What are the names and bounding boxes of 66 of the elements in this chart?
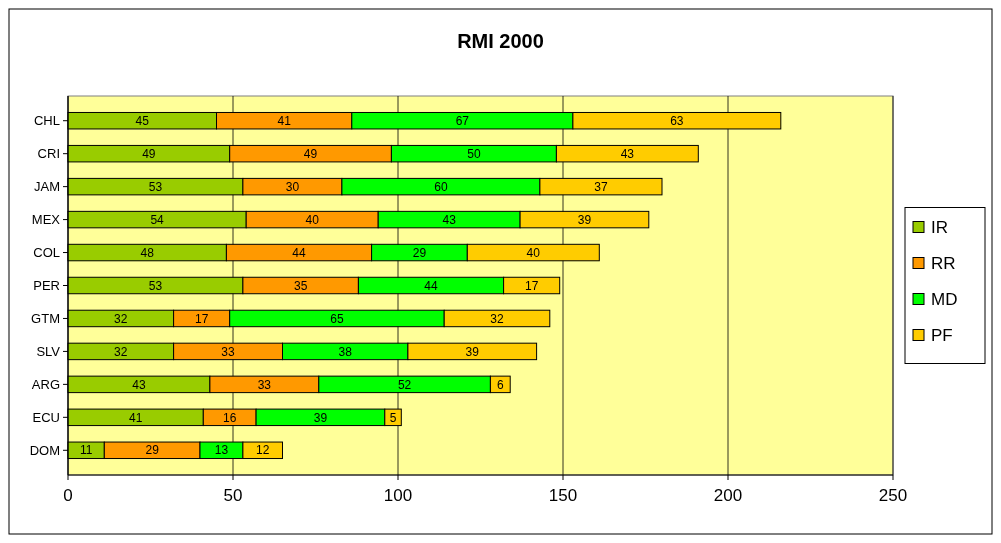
data-label: 48 [140,245,155,260]
data-label: 50 [467,146,481,161]
legend-label: PF [931,326,953,346]
y-tick-label: JAM [34,179,60,195]
data-label: 65 [330,311,344,326]
x-tick-label: 0 [63,486,73,505]
data-label: 43 [442,212,457,227]
data-label: 17 [194,311,209,326]
data-label: 33 [221,344,236,359]
data-label: 49 [142,146,156,161]
data-label: 29 [412,245,427,260]
y-tick-label: MEX [31,212,61,228]
data-label: 13 [214,443,229,458]
data-label: 17 [524,278,539,293]
data-label: 44 [424,278,438,293]
data-label: 11 [79,443,93,458]
data-label: 16 [223,410,237,425]
x-tick-label: 100 [383,486,413,505]
data-label: 29 [145,443,160,458]
data-label: 52 [397,377,412,392]
data-label: 43 [620,146,635,161]
data-label: 40 [305,212,320,227]
data-label: 53 [148,278,163,293]
data-label: 60 [434,179,448,194]
data-label: 44 [292,245,306,260]
chart-title: RMI 2000 [457,30,544,52]
data-label: 67 [455,113,470,128]
data-label: 6 [496,377,504,392]
data-label: 41 [128,410,143,425]
y-tick-label: GTM [31,311,60,327]
data-label: 43 [132,377,146,392]
data-label: 39 [465,344,480,359]
data-label: 38 [338,344,353,359]
data-label: 39 [577,212,592,227]
legend-label: MD [931,290,958,310]
data-label: 63 [670,113,684,128]
y-tick-label: ARG [31,376,60,392]
y-tick-label: ECU [32,409,60,425]
data-label: 41 [277,113,292,128]
y-tick-label: DOM [29,442,60,458]
x-tick-label: 50 [223,486,243,505]
data-label: 32 [490,311,504,326]
legend-label: IR [931,218,948,238]
data-label: 35 [293,278,308,293]
x-tick-label: 150 [548,486,578,505]
data-label: 40 [526,245,541,260]
data-label: 39 [313,410,328,425]
data-label: 37 [594,179,608,194]
x-tick-label: 200 [713,486,743,505]
data-label: 5 [389,410,397,425]
y-tick-label: COL [33,245,60,261]
data-label: 33 [257,377,272,392]
data-label: 30 [285,179,300,194]
data-label: 53 [148,179,163,194]
x-tick-label: 250 [878,486,908,505]
data-label: 32 [114,311,128,326]
data-label: 45 [135,113,150,128]
y-tick-label: CRI [37,146,60,162]
data-label: 49 [303,146,318,161]
y-tick-label: CHL [33,113,60,129]
data-label: 32 [114,344,128,359]
legend-label: RR [931,254,956,274]
data-label: 54 [150,212,165,227]
y-tick-label: SLV [36,343,61,359]
data-label: 12 [256,443,270,458]
y-tick-label: PER [33,278,60,294]
